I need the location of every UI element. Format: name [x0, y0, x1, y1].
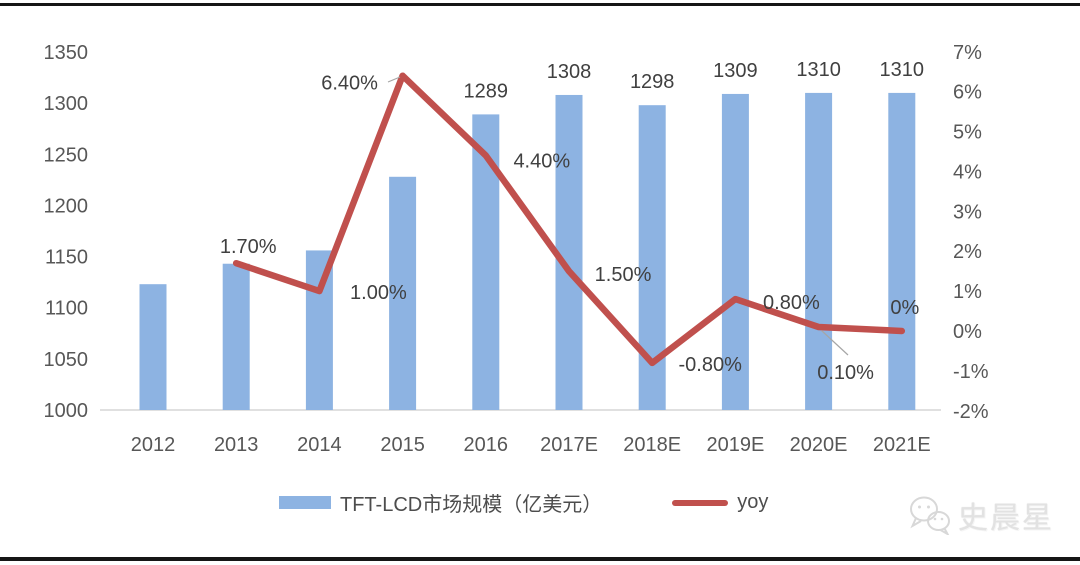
right-axis-tick-7%: 7% [953, 42, 982, 64]
x-tick-2018E: 2018E [623, 434, 681, 456]
right-axis-tick-1%: 1% [953, 281, 982, 303]
yoy-line [232, 72, 906, 367]
yoy-label-2021E: 0% [890, 297, 919, 319]
left-axis-tick-1250: 1250 [44, 144, 89, 166]
bar-label-2020E: 1310 [796, 59, 841, 81]
left-axis-tick-1350: 1350 [44, 42, 89, 64]
bar-label-2019E: 1309 [713, 60, 758, 82]
yoy-label-2013: 1.70% [220, 236, 277, 258]
label-leader-1 [821, 330, 849, 356]
watermark-text: 史晨星 [958, 502, 1054, 535]
legend-line-label: yoy [737, 491, 769, 513]
left-axis-tick-1000: 1000 [44, 400, 89, 422]
legend-bar-label: TFT-LCD市场规模（亿美元） [340, 494, 603, 516]
x-tick-2019E: 2019E [706, 434, 764, 456]
legend: TFT-LCD市场规模（亿美元） yoy [279, 488, 768, 517]
bar-2014 [305, 250, 333, 410]
right-axis-tick-0%: 0% [953, 321, 982, 343]
right-axis-tick-4%: 4% [953, 161, 982, 183]
yoy-label-2015: 6.40% [321, 73, 378, 95]
right-axis-tick--1%: -1% [953, 361, 989, 383]
yoy-label-2017E: 1.50% [595, 264, 652, 286]
bottom-border-rule [0, 557, 1080, 561]
x-tick-2016: 2016 [464, 434, 509, 456]
x-tick-2017E: 2017E [540, 434, 598, 456]
bar-2015 [389, 176, 417, 410]
legend-item-yoy: yoy [672, 491, 768, 514]
yoy-label-2019E: 0.80% [763, 292, 820, 314]
legend-line-swatch [672, 499, 729, 506]
bar-2012 [139, 284, 167, 410]
left-axis-tick-1100: 1100 [45, 298, 88, 320]
right-axis-tick-5%: 5% [953, 122, 982, 144]
bar-2017E [555, 94, 583, 411]
watermark: 史晨星 [908, 493, 1054, 537]
right-axis-tick-6%: 6% [953, 82, 982, 104]
yoy-label-2020E: 0.10% [817, 362, 874, 384]
bar-label-2018E: 1298 [630, 71, 675, 93]
label-leader-0 [387, 76, 401, 83]
bar-label-2021E: 1310 [880, 59, 925, 81]
yoy-label-2014: 1.00% [350, 282, 407, 304]
right-axis-tick-2%: 2% [953, 241, 982, 263]
legend-bar-swatch [279, 496, 331, 509]
legend-item-market-size: TFT-LCD市场规模（亿美元） [279, 488, 602, 517]
x-tick-2015: 2015 [380, 434, 425, 456]
bar-label-2017E: 1308 [547, 61, 592, 83]
right-axis-tick-3%: 3% [953, 201, 982, 223]
bar-2021E [888, 92, 916, 411]
chart-canvas: 1350 1300 1250 1200 1150 1100 1050 1000 7% 6% 5% 4%… [44, 42, 989, 456]
yoy-label-2016: 4.40% [513, 150, 570, 172]
wechat-icon [910, 496, 950, 535]
x-tick-2013: 2013 [214, 434, 259, 456]
left-axis-tick-1050: 1050 [44, 349, 89, 371]
left-axis-tick-1200: 1200 [44, 195, 89, 217]
bar-2019E [721, 93, 749, 411]
x-tick-2021E: 2021E [873, 434, 931, 456]
top-border-rule [0, 3, 1080, 6]
bar-2020E [805, 92, 833, 411]
right-axis-tick--2%: -2% [953, 401, 989, 423]
left-axis-tick-1150: 1150 [45, 247, 88, 269]
bar-2013 [222, 263, 250, 410]
x-tick-2014: 2014 [297, 434, 342, 456]
yoy-label-2018E: -0.80% [679, 354, 743, 376]
bar-label-2016: 1289 [464, 80, 509, 102]
x-tick-2020E: 2020E [790, 434, 848, 456]
left-axis-tick-1300: 1300 [44, 93, 89, 115]
x-tick-2012: 2012 [131, 434, 176, 456]
